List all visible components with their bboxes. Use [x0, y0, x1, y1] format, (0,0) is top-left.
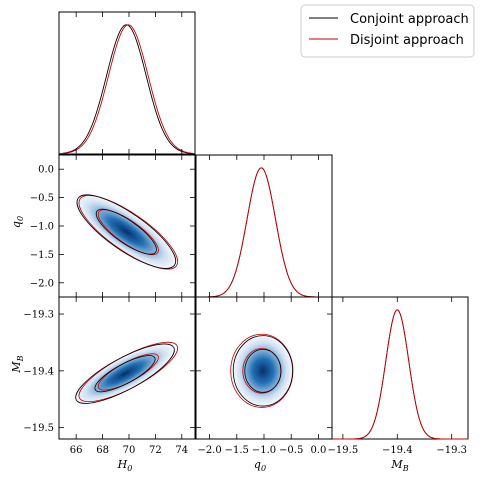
x-axis-label-h0: H0 [117, 458, 133, 473]
density-fill [64, 185, 188, 278]
panel-mb-marginal: −19.5 −19.4 −19.3 [328, 296, 469, 456]
x-tick-label: −0.5 [279, 445, 303, 456]
contour-disjoint-1sigma [97, 209, 159, 256]
x-tick-label: −1.5 [225, 445, 249, 456]
series-line-disjoint [332, 309, 468, 440]
y-axis-label-mb: MB [10, 355, 25, 373]
panel-frame [331, 296, 469, 440]
x-tick-label: 70 [123, 445, 136, 456]
x-tick-label: 68 [96, 445, 109, 456]
panel-frame [58, 11, 196, 155]
contour-conjoint-2sigma [76, 194, 177, 269]
panel-q0-marginal [195, 154, 333, 298]
x-tick-label: −19.3 [436, 445, 467, 456]
panel-h0-q0: 0.0 −0.5 −1.0 −1.5 −2.0 [30, 154, 196, 298]
x-tick-label: −2.0 [197, 445, 221, 456]
y-tick-label: −1.0 [30, 222, 54, 233]
panel-frame [195, 154, 333, 298]
panel-h0-mb: 66 68 70 72 74 −19.3 −19.4 −19.5 [23, 296, 196, 456]
legend-entry-label: Disjoint approach [350, 33, 464, 48]
x-tick-label: 74 [175, 445, 188, 456]
x-axis-label-q0: q0 [254, 458, 266, 473]
contour-conjoint-2sigma [75, 343, 175, 404]
y-tick-label: −2.0 [30, 278, 54, 289]
x-tick-label: −19.4 [382, 445, 413, 456]
density-fill [63, 336, 187, 411]
y-tick-label: −19.5 [23, 423, 54, 434]
contour-conjoint-1sigma [94, 355, 156, 393]
panel-q0-mb: −2.0 −1.5 −1.0 −0.5 0.0 [195, 296, 333, 456]
series-line-disjoint [58, 24, 196, 155]
contour-conjoint-1sigma [95, 208, 157, 255]
panel-h0-marginal [58, 11, 196, 155]
x-tick-label: 72 [149, 445, 162, 456]
y-axis-label-q0: q0 [10, 216, 25, 228]
y-tick-label: 0.0 [38, 165, 54, 176]
contour-conjoint-1sigma [244, 348, 282, 393]
panel-frame [58, 296, 196, 440]
contour-conjoint-2sigma [232, 335, 294, 407]
y-tick-label: −1.5 [30, 250, 54, 261]
y-tick-label: −19.4 [23, 366, 54, 377]
legend: Conjoint approach Disjoint approach [300, 4, 475, 58]
x-tick-label: 0.0 [310, 445, 326, 456]
x-tick-label: −19.5 [328, 445, 359, 456]
legend-entry-label: Conjoint approach [350, 12, 469, 27]
legend-box [300, 4, 475, 58]
contour-disjoint-2sigma [78, 195, 179, 270]
density-fill [225, 326, 301, 415]
y-tick-label: −0.5 [30, 193, 54, 204]
x-axis-label-mb: MB [390, 458, 408, 473]
y-tick-label: −19.3 [23, 310, 54, 321]
x-tick-label: −1.0 [252, 445, 276, 456]
x-tick-label: 66 [70, 445, 83, 456]
